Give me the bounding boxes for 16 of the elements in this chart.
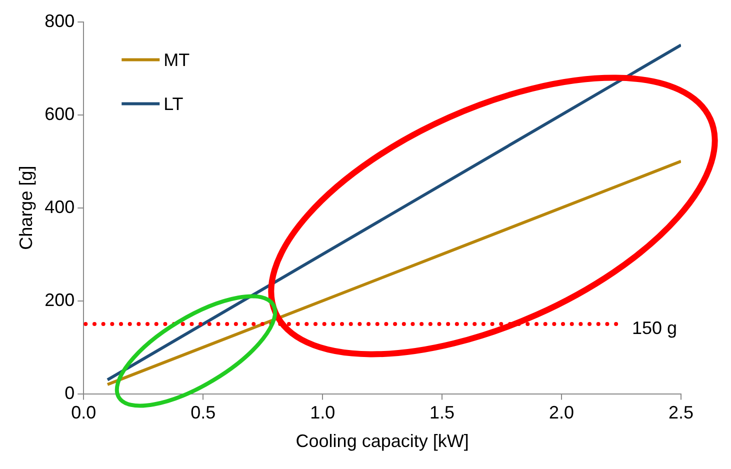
legend-label: LT — [164, 94, 184, 114]
x-tick-label: 0.5 — [190, 402, 216, 423]
x-tick-label: 1.5 — [430, 402, 455, 423]
ref-line-label: 150 g — [632, 318, 678, 338]
y-tick-label: 400 — [44, 196, 75, 217]
legend-label: MT — [164, 50, 190, 70]
y-tick-label: 0 — [64, 382, 75, 403]
x-tick-label: 1.0 — [310, 402, 336, 423]
y-tick-label: 200 — [44, 290, 75, 310]
x-tick-label: 0.0 — [71, 402, 96, 423]
y-tick-label: 800 — [44, 10, 75, 31]
x-tick-label: 2.0 — [549, 402, 574, 423]
y-tick-label: 600 — [44, 104, 75, 124]
y-axis-title: Charge [g] — [16, 166, 36, 250]
x-tick-label: 2.5 — [668, 402, 694, 423]
x-axis-title: Cooling capacity [kW] — [296, 431, 469, 452]
